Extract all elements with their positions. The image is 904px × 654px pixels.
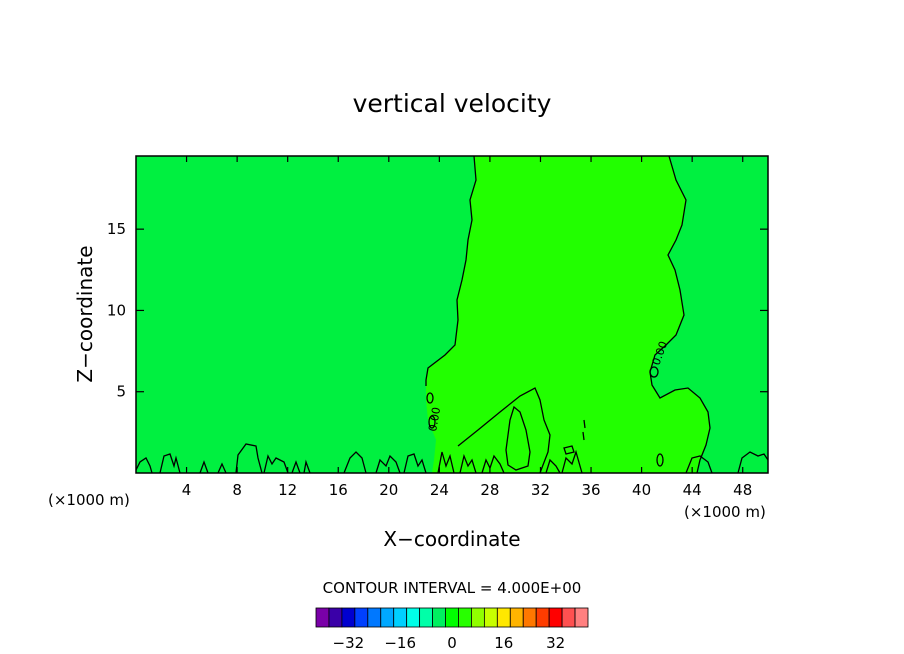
contour-zero-right — [649, 155, 711, 474]
colorbar-tick-label: −32 — [333, 634, 365, 652]
colorbar-swatch — [419, 607, 433, 628]
colorbar-swatch — [522, 607, 537, 628]
contour-small-4 — [656, 453, 664, 467]
x-axis-label: X−coordinate — [383, 527, 520, 551]
x-tick-label: 8 — [232, 481, 242, 499]
updraft-region — [426, 156, 710, 473]
colorbar-tick-label: 32 — [546, 634, 565, 652]
contour-surface-noise — [135, 443, 769, 474]
contour-small-6 — [582, 419, 586, 441]
x-tick-label: 12 — [278, 481, 297, 499]
contour-small-3 — [649, 366, 659, 378]
colorbar-tick-label: 0 — [447, 634, 457, 652]
colorbar-swatch — [535, 607, 550, 628]
colorbar-swatch — [483, 607, 498, 628]
colorbar-swatch — [380, 607, 395, 628]
x-tick-label: 24 — [430, 481, 449, 499]
y-axis: 5 10 15 — [107, 220, 768, 401]
y-tick-label: 5 — [116, 383, 126, 401]
contour-small-1 — [426, 392, 434, 404]
x-unit-left: (×1000 m) — [48, 491, 130, 509]
colorbar-swatch — [367, 607, 382, 628]
x-tick-label: 20 — [379, 481, 398, 499]
colorbar-swatch — [432, 607, 446, 628]
contour-inner-core — [505, 405, 531, 471]
x-tick-label: 16 — [329, 481, 348, 499]
y-axis-label: Z−coordinate — [73, 245, 97, 382]
chart-title: vertical velocity — [353, 89, 552, 118]
x-tick-label: 36 — [581, 481, 600, 499]
colorbar-tick-label: 16 — [494, 634, 513, 652]
colorbar-ticks: −32 −16 0 16 32 — [333, 634, 566, 652]
plot-area: 0.00 0.00 — [135, 155, 769, 474]
contour-inner-cell — [457, 387, 551, 474]
x-tick-label: 32 — [531, 481, 550, 499]
contour-small-2 — [428, 415, 436, 429]
x-tick-label: 44 — [683, 481, 702, 499]
y-tick-label: 15 — [107, 220, 126, 238]
contour-lines — [135, 155, 769, 474]
y-tick-label: 10 — [107, 301, 126, 319]
x-tick-label: 48 — [733, 481, 752, 499]
x-axis: 4 8 12 16 20 24 28 32 36 40 44 48 — [182, 156, 752, 499]
colorbar-swatch — [574, 607, 589, 628]
colorbar-swatch — [354, 607, 369, 628]
colorbar-swatch — [471, 607, 485, 628]
colorbar-swatch — [561, 607, 576, 628]
x-tick-label: 40 — [632, 481, 651, 499]
colorbar-swatch — [393, 607, 408, 628]
colorbar-swatch — [406, 607, 421, 628]
contour-small-5 — [563, 445, 575, 455]
colorbar-swatch — [328, 607, 343, 628]
colorbar-swatch — [496, 607, 511, 628]
x-unit-right: (×1000 m) — [684, 503, 766, 521]
colorbar-swatch — [315, 607, 330, 628]
x-tick-label: 4 — [182, 481, 192, 499]
colorbar — [315, 607, 589, 628]
colorbar-swatch — [548, 607, 563, 628]
plot-frame — [135, 155, 769, 474]
x-tick-label: 28 — [480, 481, 499, 499]
colorbar-swatch — [458, 607, 472, 628]
contour-interval: CONTOUR INTERVAL = 4.000E+00 — [323, 579, 582, 597]
colorbar-swatch — [445, 607, 459, 628]
colorbar-swatch — [509, 607, 524, 628]
contour-zero-left — [425, 155, 477, 386]
colorbar-tick-label: −16 — [384, 634, 416, 652]
contour-label: 0.00 — [426, 406, 443, 432]
colorbar-swatch — [341, 607, 356, 628]
